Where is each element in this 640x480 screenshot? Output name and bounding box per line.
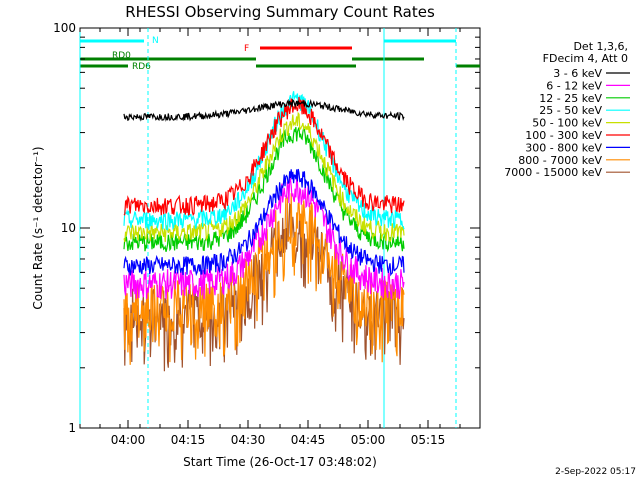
series-group <box>123 91 405 372</box>
y-tick-label: 100 <box>53 21 76 35</box>
chart-title: RHESSI Observing Summary Count Rates <box>125 3 435 21</box>
footer-date: 2-Sep-2022 05:17 <box>555 467 636 477</box>
flag-label-rd6: RD6 <box>132 62 151 72</box>
axes: 04:00 04:15 04:30 04:45 05:00 05:15 1 10 100 <box>53 21 481 447</box>
series-line-50-100-kev <box>123 111 405 243</box>
series-line-800-7000-kev <box>123 193 405 365</box>
legend-entry-label: 12 - 25 keV <box>539 92 602 105</box>
flag-label-rd0: RD0 <box>112 51 131 61</box>
x-tick-label: 05:00 <box>351 433 386 447</box>
y-tick-label: 1 <box>68 421 76 435</box>
x-tick-label: 04:30 <box>231 433 266 447</box>
legend-entry-label: 3 - 6 keV <box>553 67 602 80</box>
x-tick-label: 04:45 <box>291 433 326 447</box>
series-line-300-800-kev <box>123 168 405 277</box>
flag-label-f: F <box>244 44 249 54</box>
series-line-6-12-kev <box>123 176 405 300</box>
legend-header: FDecim 4, Att 0 <box>543 52 628 65</box>
legend-entry-label: 100 - 300 keV <box>525 129 602 142</box>
x-axis-label: Start Time (26-Oct-17 03:48:02) <box>183 455 377 469</box>
x-tick-label: 05:15 <box>411 433 446 447</box>
legend-entry-label: 7000 - 15000 keV <box>504 166 602 179</box>
legend-entry-label: 800 - 7000 keV <box>518 154 602 167</box>
flag-label-n: N <box>152 36 159 46</box>
legend-entry-label: 50 - 100 keV <box>532 117 602 130</box>
legend-entry-label: 6 - 12 keV <box>546 79 602 92</box>
x-tick-label: 04:00 <box>111 433 146 447</box>
legend-header: Det 1,3,6, <box>573 40 628 53</box>
series-line-100-300-kev <box>123 96 405 217</box>
legend-entry-label: 300 - 800 keV <box>525 141 602 154</box>
y-tick-label: 10 <box>61 221 76 235</box>
legend-entry-label: 25 - 50 keV <box>539 104 602 117</box>
y-axis-label: Count Rate (s⁻¹ detector⁻¹) <box>31 146 45 309</box>
x-tick-label: 04:15 <box>171 433 206 447</box>
series-line-3-6-kev <box>123 98 405 122</box>
